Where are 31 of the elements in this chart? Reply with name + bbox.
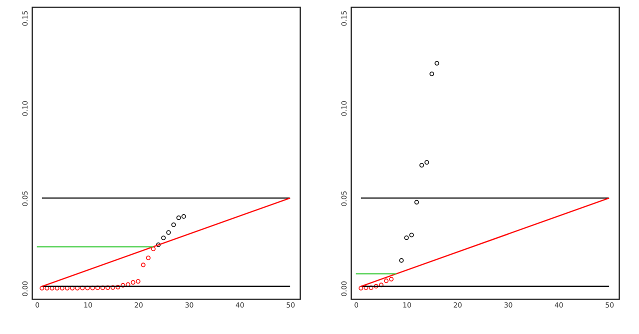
point <box>399 258 404 263</box>
point <box>146 256 151 260</box>
point <box>105 285 110 290</box>
point <box>181 214 186 219</box>
point <box>166 230 171 235</box>
point <box>389 276 394 282</box>
point <box>368 286 374 290</box>
point <box>100 286 105 290</box>
point <box>424 160 430 165</box>
point <box>151 246 156 252</box>
point <box>364 286 368 290</box>
point <box>409 232 414 238</box>
point <box>161 236 166 240</box>
point <box>44 286 50 290</box>
point <box>419 162 424 168</box>
point <box>434 60 440 66</box>
point <box>130 280 136 285</box>
point <box>430 72 434 76</box>
point <box>120 283 126 288</box>
point <box>136 279 140 284</box>
point <box>95 286 100 290</box>
point <box>176 215 181 220</box>
point <box>140 262 146 268</box>
point <box>414 200 419 204</box>
point <box>404 235 409 240</box>
point <box>384 278 389 284</box>
point <box>171 222 176 228</box>
point <box>110 285 116 290</box>
point <box>156 242 161 248</box>
point <box>116 284 120 290</box>
point <box>374 284 378 288</box>
